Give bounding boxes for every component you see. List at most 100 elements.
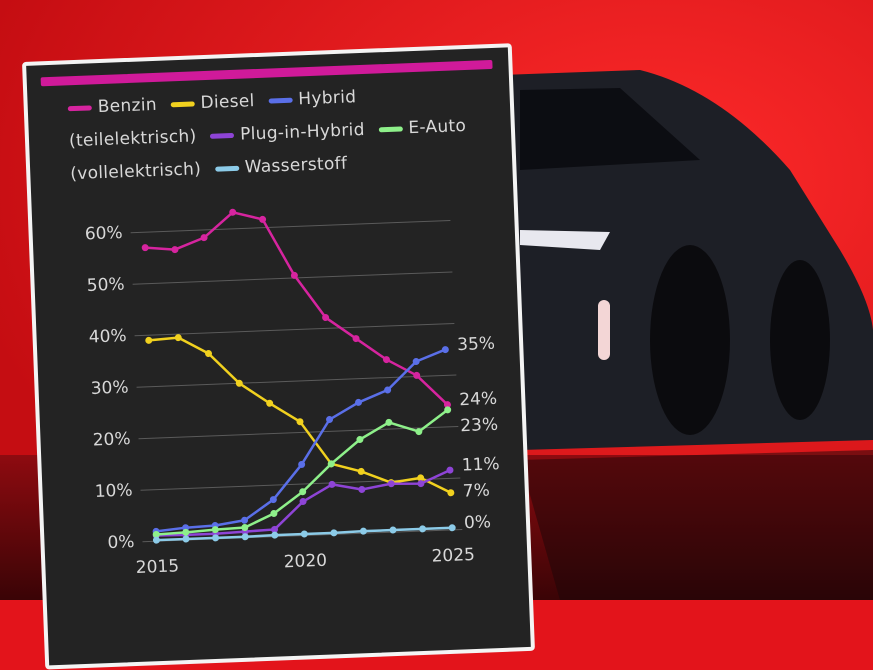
data-point	[412, 358, 420, 366]
data-point	[182, 535, 190, 543]
legend-label: Plug-in-Hybrid	[239, 119, 366, 145]
grid-line	[130, 219, 451, 234]
chart: 0% 10% 20% 30% 40% 50% 60% 2015 2020 2025 35% 24% 23…	[84, 208, 500, 578]
data-point	[355, 398, 363, 406]
y-tick-label: 20%	[92, 429, 131, 450]
data-point	[300, 530, 308, 538]
grid-line	[136, 374, 457, 388]
y-tick-label: 10%	[94, 481, 133, 502]
data-point	[259, 215, 267, 223]
data-point	[389, 526, 397, 534]
y-tick-label: 30%	[90, 378, 129, 399]
data-point	[171, 246, 179, 254]
data-point	[271, 531, 279, 539]
y-tick-label: 50%	[86, 275, 125, 296]
data-point	[299, 498, 307, 506]
data-point	[357, 467, 365, 475]
value-label: 7%	[462, 481, 490, 502]
legend-swatch	[214, 165, 239, 172]
data-point	[241, 523, 249, 531]
wheel	[770, 260, 830, 420]
data-point	[359, 527, 367, 535]
legend-entry: Plug-in-Hybrid	[210, 120, 365, 146]
data-point	[382, 356, 390, 364]
data-point	[298, 460, 306, 468]
data-point	[200, 234, 208, 242]
data-point	[417, 474, 425, 482]
data-point	[211, 526, 219, 534]
wheel	[650, 245, 730, 435]
data-point	[269, 496, 277, 504]
headlight	[520, 230, 610, 250]
series-line	[156, 408, 449, 536]
data-point	[447, 489, 455, 497]
data-point	[419, 525, 427, 533]
chart-card: 0% 10% 20% 30% 40% 50% 60% 2015 2020 2025 35% 24% 23…	[22, 43, 535, 670]
data-point	[270, 509, 278, 517]
data-point	[271, 525, 279, 533]
data-point	[145, 336, 153, 344]
grid-line	[134, 322, 455, 337]
legend-label: Benzin	[97, 94, 158, 118]
data-point	[446, 466, 454, 474]
legend-entry: Benzin	[67, 95, 157, 118]
data-point	[326, 416, 334, 424]
data-point	[443, 401, 451, 409]
data-point	[327, 460, 335, 468]
series-line	[145, 211, 449, 406]
value-label: 11%	[461, 454, 500, 475]
data-point	[441, 346, 449, 354]
data-point	[212, 534, 220, 542]
data-point	[413, 371, 421, 379]
data-point	[152, 536, 160, 544]
reflection	[520, 450, 873, 600]
data-point	[415, 428, 423, 436]
series-line	[148, 336, 452, 494]
data-point	[330, 529, 338, 537]
data-point	[266, 399, 274, 407]
value-label: 0%	[464, 512, 492, 533]
data-point	[385, 418, 393, 426]
data-point	[182, 528, 190, 536]
data-point	[205, 350, 213, 358]
legend-label: Wasserstoff	[244, 153, 348, 178]
data-point	[299, 488, 307, 496]
data-point	[328, 480, 336, 488]
data-point	[448, 524, 456, 532]
data-point	[352, 335, 360, 343]
x-tick-label: 2015	[135, 556, 179, 578]
legend-swatch	[210, 132, 235, 139]
legend-entry: Wasserstoff	[214, 153, 348, 179]
y-tick-label: 60%	[84, 223, 123, 244]
value-label: 23%	[460, 415, 499, 436]
car-window	[520, 88, 700, 170]
data-point	[241, 533, 249, 541]
legend-swatch	[268, 97, 293, 104]
data-point	[384, 386, 392, 394]
value-label: 35%	[457, 334, 496, 355]
data-point	[358, 485, 366, 493]
legend-swatch	[378, 125, 403, 132]
legend-label: Diesel	[200, 91, 256, 114]
y-tick-label: 0%	[107, 532, 135, 553]
data-point	[322, 314, 330, 322]
data-point	[290, 271, 298, 279]
y-tick-label: 40%	[88, 326, 127, 347]
data-point	[229, 208, 237, 216]
legend-swatch	[67, 104, 92, 111]
data-point	[152, 530, 160, 538]
data-point	[174, 334, 182, 342]
data-point	[356, 436, 364, 444]
data-point	[417, 480, 425, 488]
x-tick-label: 2025	[431, 545, 475, 567]
data-point	[141, 244, 149, 252]
data-point	[387, 480, 395, 488]
data-point	[296, 418, 304, 426]
legend: Benzin Diesel Hybrid (teilelektrisch) Pl…	[67, 77, 471, 191]
legend-swatch	[170, 100, 195, 107]
value-label: 24%	[459, 389, 498, 410]
data-point	[444, 406, 452, 414]
x-tick-label: 2020	[283, 551, 327, 573]
fog-light	[598, 300, 610, 360]
